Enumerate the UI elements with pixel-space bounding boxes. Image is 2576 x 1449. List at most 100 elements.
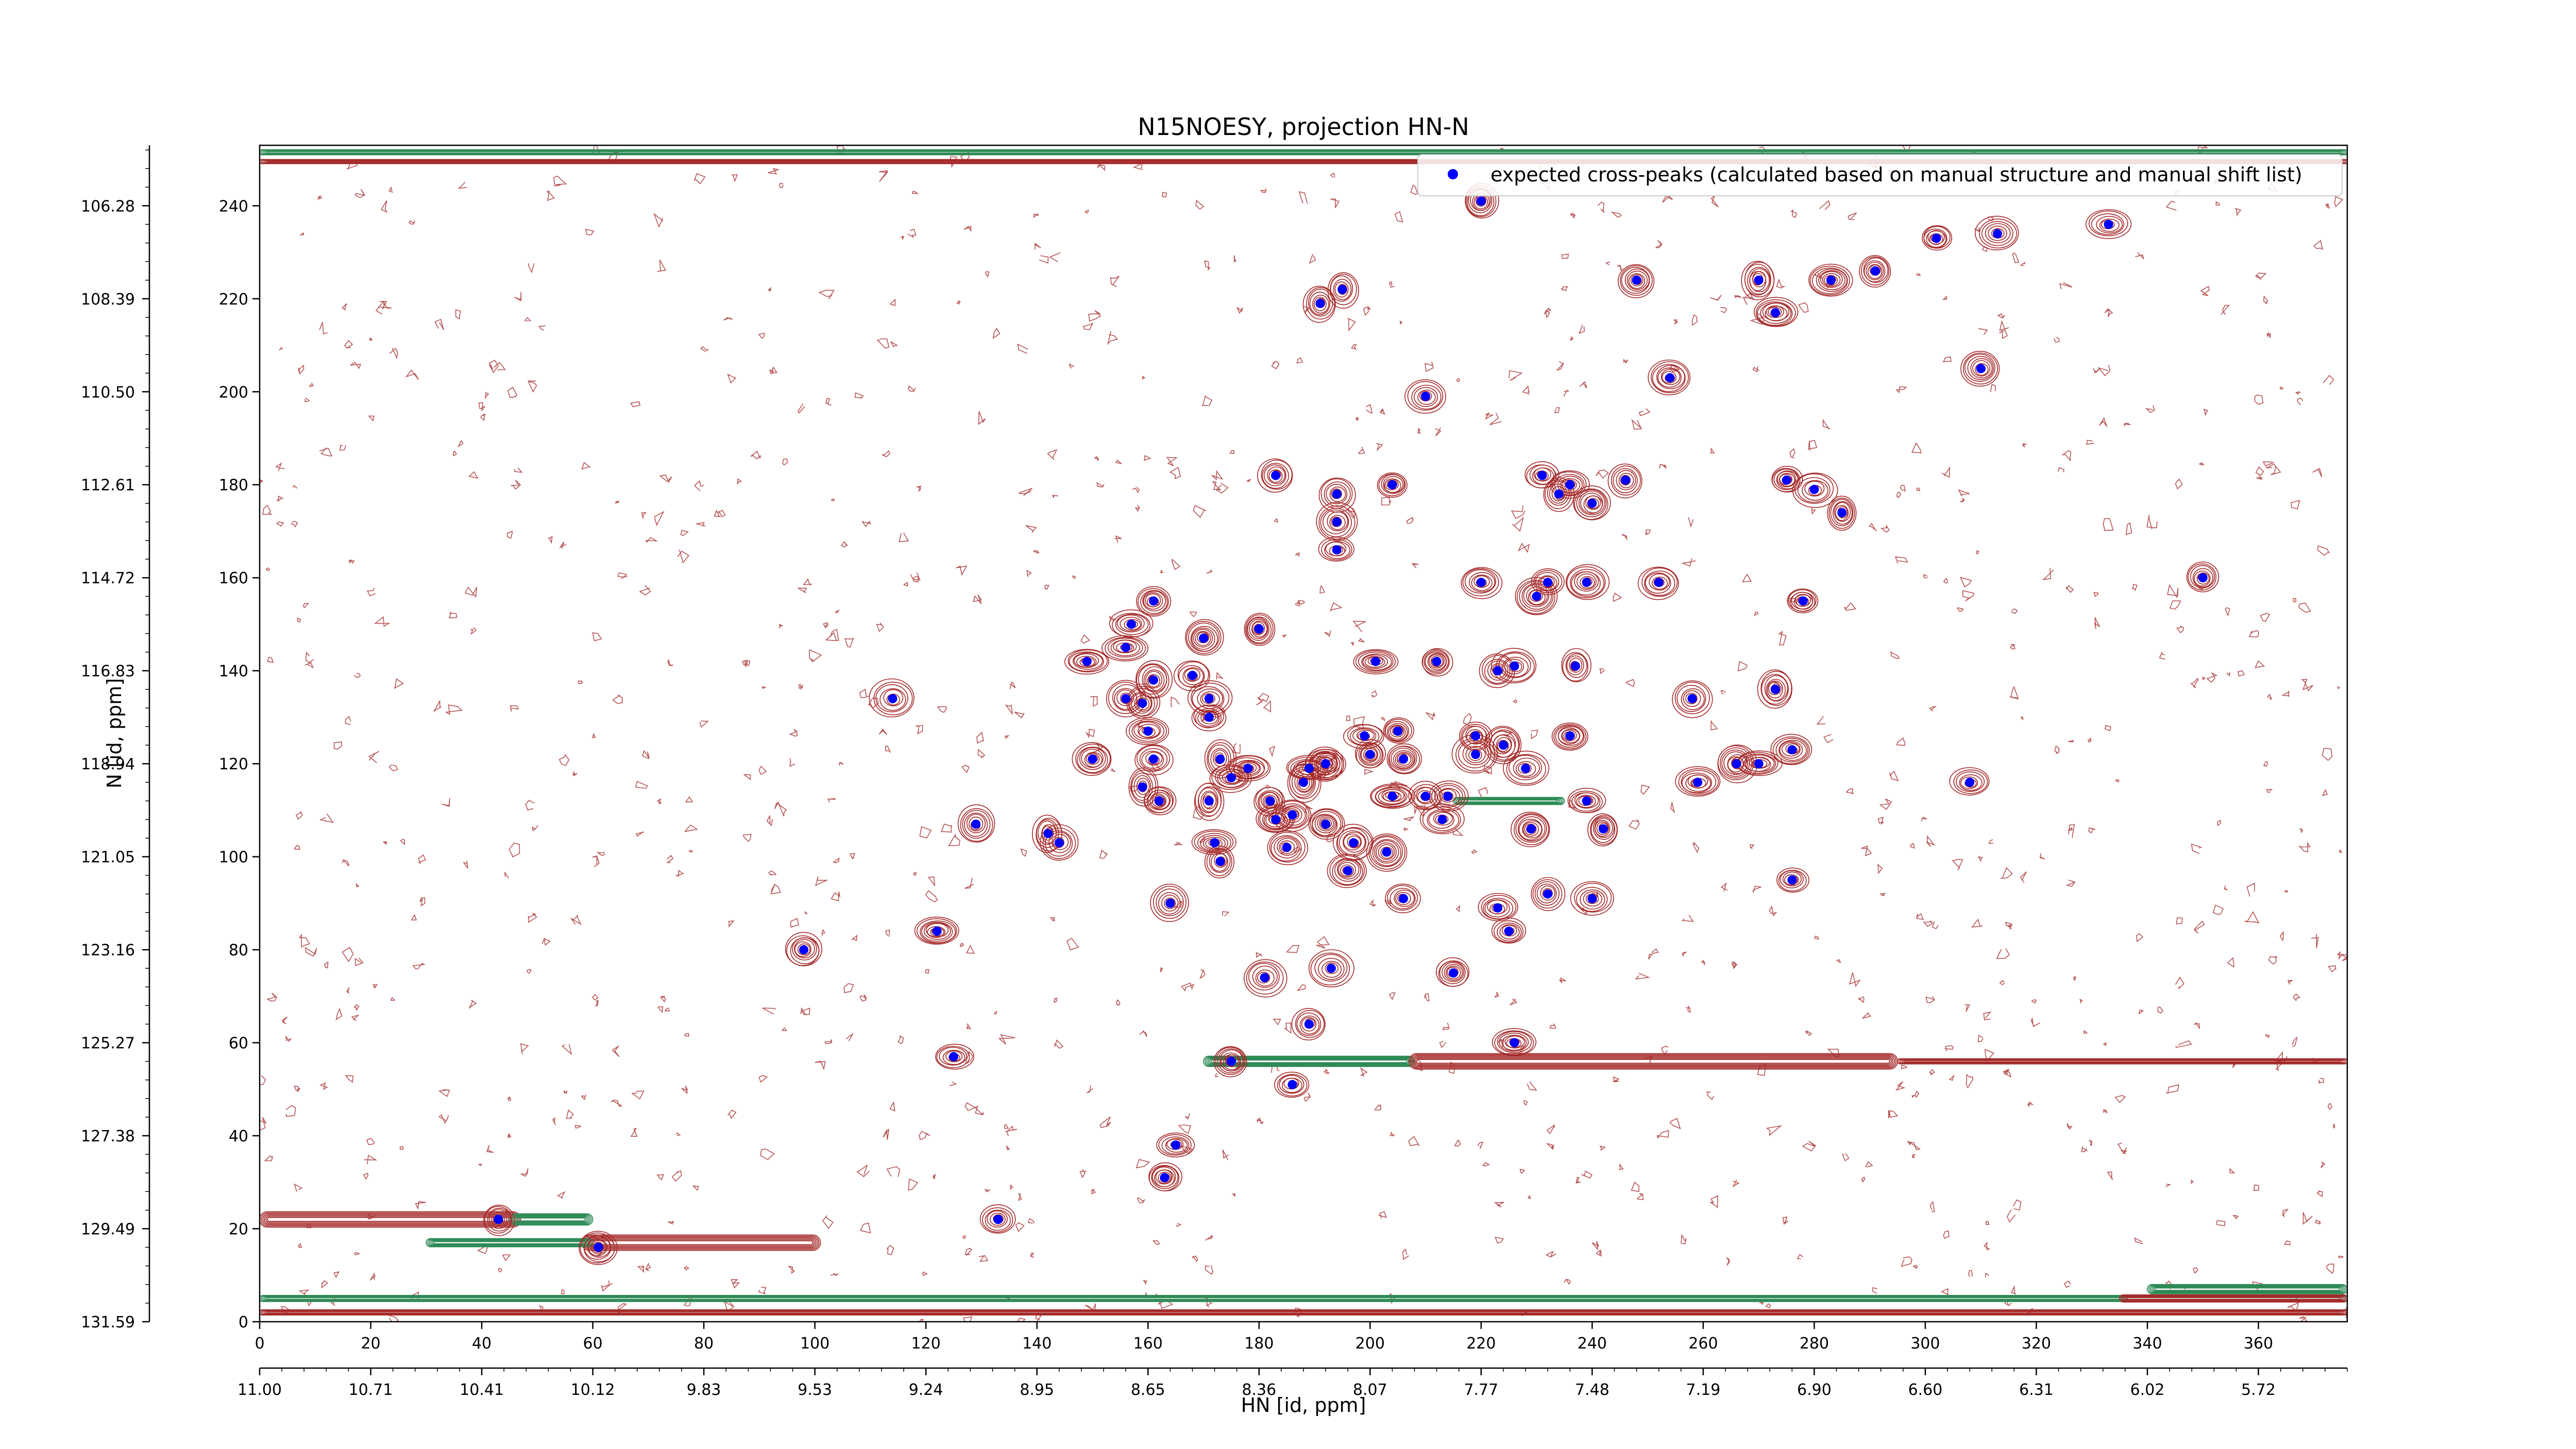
contour-level xyxy=(1244,613,1276,646)
contour-level xyxy=(1156,1132,1195,1158)
contour-peak xyxy=(1136,586,1171,617)
cross-peak-marker xyxy=(1138,782,1147,792)
contour-level xyxy=(1279,1075,1304,1094)
contour-level xyxy=(1797,477,1831,503)
y-tick-label: 200 xyxy=(219,383,248,401)
contour-level xyxy=(1727,756,1744,772)
contour-level xyxy=(1576,795,1596,808)
contour-level xyxy=(1310,752,1341,775)
contour-level xyxy=(1161,1136,1190,1155)
contour-level xyxy=(1377,472,1408,498)
cross-peak-marker xyxy=(1343,866,1353,875)
y-tick-label: 80 xyxy=(229,941,248,959)
contour-level xyxy=(1816,268,1848,292)
contour-level xyxy=(1112,684,1141,711)
streak-middle-red-ring xyxy=(1411,1055,1895,1068)
contour-level xyxy=(1388,746,1417,771)
cross-peak-marker xyxy=(1976,364,1986,374)
contour-level xyxy=(917,918,957,944)
contour-level xyxy=(1434,785,1463,808)
contour-level xyxy=(1528,589,1546,605)
cross-peak-marker xyxy=(1754,759,1764,769)
cross-peak-marker xyxy=(1171,1140,1181,1150)
contour-level xyxy=(2086,209,2132,239)
contour-level xyxy=(1523,584,1550,608)
x-ppm-tick-label: 6.02 xyxy=(2130,1381,2165,1399)
contour-level xyxy=(945,1050,963,1063)
contour-level xyxy=(1072,742,1112,776)
contour-level xyxy=(1651,361,1689,393)
cross-peak-marker xyxy=(1587,894,1597,903)
contour-level xyxy=(1101,635,1149,662)
contour-level xyxy=(488,1209,509,1229)
contour-level xyxy=(1200,790,1218,813)
contour-level xyxy=(1545,479,1572,509)
contour-level xyxy=(1509,754,1542,781)
contour-level xyxy=(1483,898,1514,920)
contour-level xyxy=(1574,883,1612,913)
x-tick-label: 80 xyxy=(694,1335,714,1353)
contour-level xyxy=(1859,255,1891,288)
contour-level xyxy=(1787,588,1819,614)
contour-level xyxy=(1972,360,1991,377)
contour-level xyxy=(1207,742,1235,776)
contour-peak xyxy=(1204,845,1234,879)
contour-level xyxy=(1383,717,1414,744)
contour-level xyxy=(1988,225,2007,241)
x-tick-label: 220 xyxy=(1466,1335,1496,1353)
streak-middle-red-ring xyxy=(1416,1059,1890,1064)
contour-level xyxy=(1767,680,1784,699)
streak-left-upper-green-ring xyxy=(509,1213,594,1226)
contour-level xyxy=(1310,809,1343,838)
streak-center-green-ring xyxy=(1454,797,1564,805)
x-ppm-tick-label: 8.95 xyxy=(1020,1381,1054,1399)
cross-peak-marker xyxy=(1304,764,1314,773)
y-tick-label: 240 xyxy=(219,197,248,215)
contour-level xyxy=(1145,671,1163,689)
contour-level xyxy=(1252,965,1278,988)
contour-level xyxy=(1766,305,1785,318)
cross-peak-marker xyxy=(1282,843,1292,852)
contour-level xyxy=(1458,740,1492,768)
cross-peak-marker xyxy=(1826,275,1836,285)
y-ppm-tick-label: 131.59 xyxy=(81,1313,135,1332)
x-tick-label: 60 xyxy=(583,1335,603,1353)
contour-level xyxy=(1624,268,1650,292)
contour-level xyxy=(925,923,949,938)
cross-peak-marker xyxy=(1931,233,1941,243)
cross-peak-marker xyxy=(1965,778,1975,787)
contour-level xyxy=(1388,724,1406,740)
x-ppm-tick-label: 8.36 xyxy=(1242,1381,1276,1399)
cross-peak-marker xyxy=(1210,838,1219,848)
contour-level xyxy=(1209,849,1231,873)
contour-level xyxy=(1644,570,1675,596)
contour-level xyxy=(1681,772,1713,794)
contour-level xyxy=(1580,889,1605,910)
contour-level xyxy=(1193,629,1213,648)
contour-peak xyxy=(935,1043,974,1070)
contour-level xyxy=(1419,803,1465,834)
contour-level xyxy=(1683,690,1701,707)
contour-level xyxy=(1652,576,1668,590)
contour-level xyxy=(879,688,906,711)
contour-level xyxy=(1105,637,1146,660)
y-ppm-tick-label: 106.28 xyxy=(81,197,135,215)
contour-level xyxy=(1120,693,1132,704)
contour-level xyxy=(1468,749,1482,761)
contour-level xyxy=(1962,352,1998,385)
streak-left-lower-ring xyxy=(583,1235,820,1250)
contour-level xyxy=(1411,384,1442,410)
cross-peak-marker xyxy=(1143,726,1153,736)
contour-level xyxy=(1147,674,1160,688)
contour-level xyxy=(1134,744,1174,776)
contour-level xyxy=(1975,363,1989,376)
contour-level xyxy=(990,1212,1006,1226)
contour-level xyxy=(1414,387,1438,407)
contour-level xyxy=(1318,536,1354,562)
contour-level xyxy=(1681,688,1705,711)
y-tick-label: 180 xyxy=(219,477,248,495)
x-tick-label: 340 xyxy=(2132,1335,2162,1353)
contour-peak xyxy=(1185,619,1224,656)
contour-level xyxy=(1053,837,1064,848)
contour-level xyxy=(1579,491,1605,515)
